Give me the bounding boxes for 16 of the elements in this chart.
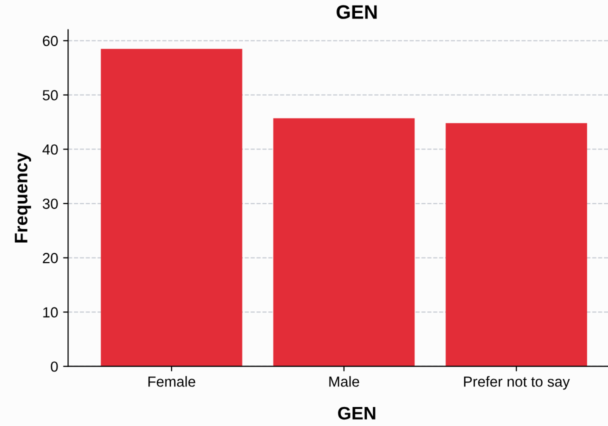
y-axis-title: Frequency [14, 152, 32, 243]
x-tick-label: Prefer not to say [464, 376, 570, 390]
chart-title: GEN [336, 5, 377, 19]
y-tick-label: 20 [42, 252, 58, 264]
bar [100, 48, 242, 366]
x-tick-label: Female [148, 376, 196, 387]
bar [273, 118, 415, 366]
x-tick-label: Male [329, 376, 360, 387]
y-tick-label: 10 [43, 307, 58, 318]
bar [446, 123, 588, 366]
y-tick-label: 0 [50, 361, 58, 372]
x-axis-title: GEN [338, 406, 376, 420]
y-tick-label: 60 [42, 36, 58, 46]
y-tick-label: 30 [42, 198, 58, 209]
y-tick-label: 40 [42, 144, 58, 155]
y-tick-label: 50 [42, 90, 58, 100]
